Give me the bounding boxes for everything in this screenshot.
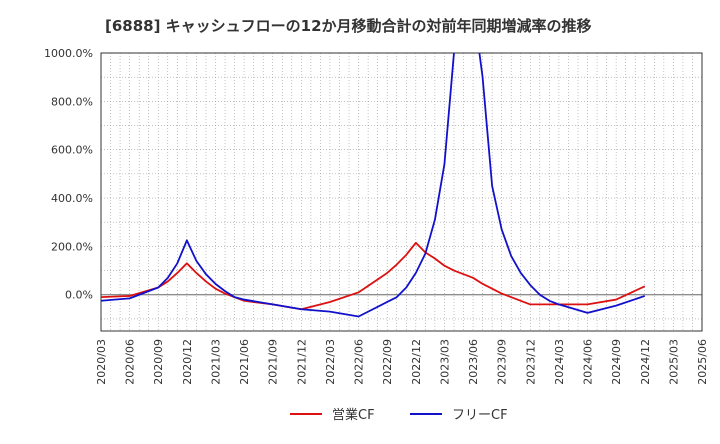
- legend: 営業CF フリーCF: [290, 407, 508, 423]
- x-tick-label: 2023/09: [496, 339, 509, 385]
- series-layer: [101, 53, 646, 318]
- x-tick-label: 2021/12: [295, 339, 308, 385]
- legend-label-1: 営業CF: [332, 407, 375, 423]
- series-line-2: [101, 53, 646, 318]
- x-tick-label: 2022/12: [410, 339, 423, 385]
- y-tick-label: 800.0%: [51, 95, 93, 108]
- x-tick-label: 2021/03: [209, 339, 222, 385]
- x-tick-label: 2020/03: [95, 339, 108, 385]
- x-tick-label: 2021/09: [267, 339, 280, 385]
- plot-area: [101, 53, 702, 331]
- series-line-1: [101, 241, 646, 311]
- y-tick-label: 0.0%: [65, 289, 93, 302]
- x-tick-label: 2020/12: [181, 339, 194, 385]
- x-tick-label: 2023/06: [467, 339, 480, 385]
- x-tick-label: 2024/09: [610, 339, 623, 385]
- y-tick-label: 400.0%: [51, 192, 93, 205]
- y-tick-label: 600.0%: [51, 144, 93, 157]
- x-tick-label: 2020/09: [152, 339, 165, 385]
- x-tick-label: 2022/06: [353, 339, 366, 385]
- grid-layer: [100, 52, 703, 331]
- plot-border: [100, 52, 703, 332]
- x-tick-label: 2021/06: [238, 339, 251, 385]
- x-tick-label: 2023/12: [524, 339, 537, 385]
- y-tick-label: 200.0%: [51, 240, 93, 253]
- x-tick-label: 2024/03: [553, 339, 566, 385]
- x-tick-label: 2022/09: [381, 339, 394, 385]
- axis-layer: 0.0% 200.0% 400.0% 600.0% 800.0% 1000.0% 2020/…: [44, 47, 709, 385]
- y-tick-label: 1000.0%: [44, 47, 93, 60]
- x-tick-label: 2023/03: [438, 339, 451, 385]
- x-tick-label: 2020/06: [124, 339, 137, 385]
- chart-title: [6888] キャッシュフローの12か月移動合計の対前年同期増減率の推移: [105, 17, 592, 35]
- legend-label-2: フリーCF: [452, 408, 508, 423]
- x-tick-label: 2025/03: [667, 339, 680, 385]
- x-tick-label: 2025/06: [696, 339, 709, 385]
- x-tick-label: 2024/06: [582, 339, 595, 385]
- x-tick-label: 2022/03: [324, 339, 337, 385]
- x-tick-label: 2024/12: [639, 339, 652, 385]
